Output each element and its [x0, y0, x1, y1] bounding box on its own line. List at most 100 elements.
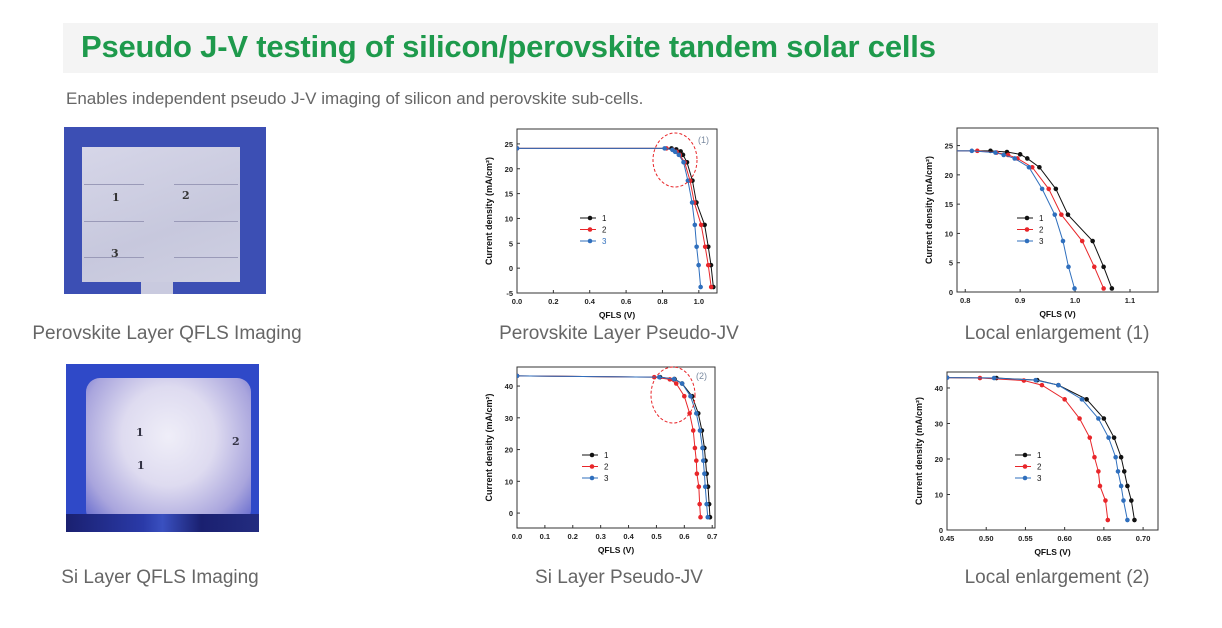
- data-point: [1062, 397, 1067, 402]
- legend-label: 1: [604, 451, 609, 460]
- data-point: [1001, 152, 1006, 158]
- legend-marker: [1022, 475, 1028, 481]
- series-line-3: [957, 150, 1076, 289]
- local-enlargement-1-chart: 0.8 0.9 1.0 1.1 0 5 10 15 20 25 QFLS (V) Current de…: [924, 127, 1159, 319]
- y-tick-label: 5: [509, 239, 513, 248]
- data-point: [1091, 264, 1097, 270]
- series-group: [517, 373, 713, 520]
- data-point: [656, 374, 662, 380]
- caption-local-enlargement-2: Local enlargement (2): [964, 567, 1150, 588]
- page-subtitle: Enables independent pseudo J-V imaging o…: [66, 89, 644, 108]
- data-point: [698, 222, 704, 228]
- x-tick-label: 0.8: [657, 297, 667, 306]
- data-point: [698, 284, 703, 290]
- caption-si-pseudo-jv: Si Layer Pseudo-JV: [535, 567, 703, 588]
- y-tick-label: 25: [505, 140, 513, 149]
- data-point: [1046, 186, 1052, 192]
- data-point: [969, 148, 975, 154]
- legend-marker: [587, 227, 593, 232]
- data-point: [705, 262, 711, 268]
- data-point: [685, 178, 691, 183]
- data-point: [694, 458, 699, 463]
- legend-label: 1: [1037, 451, 1042, 460]
- series-line-3: [947, 377, 1128, 521]
- data-point: [1113, 454, 1118, 460]
- y-tick-label: 15: [945, 200, 953, 209]
- perovskite-pseudo-jv-chart: 0.0 0.2 0.4 0.6 0.8 1.0 -5 0 5 10 15 20 25 QFLS (V) Cu…: [484, 128, 718, 320]
- data-point: [1121, 498, 1126, 503]
- data-point: [991, 375, 997, 381]
- series-line-1: [517, 375, 711, 518]
- data-point: [1084, 397, 1089, 402]
- data-point: [702, 222, 707, 228]
- x-tick-label: 0.8: [960, 296, 970, 305]
- data-point: [1060, 238, 1066, 244]
- data-point: [1039, 382, 1045, 388]
- x-tick-label: 0.50: [979, 534, 994, 543]
- data-point: [667, 377, 673, 382]
- data-point: [692, 222, 698, 228]
- x-tick-label: 1.1: [1125, 296, 1135, 305]
- x-axis-label: QFLS (V): [599, 310, 636, 320]
- y-tick-label: 0: [949, 288, 953, 297]
- caption-local-enlargement-1: Local enlargement (1): [964, 323, 1150, 344]
- data-point: [1106, 435, 1111, 440]
- y-tick-label: -5: [506, 289, 513, 298]
- legend-marker: [1024, 238, 1030, 244]
- legend-marker: [1022, 464, 1028, 469]
- data-point: [702, 244, 708, 250]
- data-point: [1118, 454, 1124, 460]
- data-point: [1121, 469, 1127, 474]
- data-point: [679, 381, 685, 386]
- data-point: [1096, 469, 1101, 474]
- data-point: [705, 514, 711, 520]
- x-tick-label: 1.0: [1070, 296, 1080, 305]
- x-tick-label: 0.2: [568, 532, 578, 541]
- y-tick-label: 0: [509, 509, 513, 518]
- data-point: [676, 152, 682, 158]
- x-tick-label: 0.7: [707, 532, 717, 541]
- data-point: [1029, 164, 1035, 170]
- series-group: [957, 148, 1115, 291]
- legend-marker: [1024, 215, 1030, 221]
- data-point: [672, 149, 678, 155]
- data-point: [694, 471, 700, 476]
- legend-label: 3: [604, 474, 609, 483]
- legend-label: 2: [1039, 226, 1044, 235]
- data-point: [673, 381, 679, 386]
- legend-marker: [1022, 452, 1028, 458]
- data-point: [1101, 416, 1107, 421]
- local-enlargement-2-chart: 0.45 0.50 0.55 0.60 0.65 0.70 0 10 20 30 40 QFLS (V…: [914, 371, 1159, 557]
- y-tick-label: 20: [945, 171, 953, 180]
- data-point: [1101, 286, 1106, 291]
- y-axis-label: Current density (mA/cm²): [484, 393, 494, 501]
- x-tick-label: 0.60: [1057, 534, 1072, 543]
- page-title: Pseudo J-V testing of silicon/perovskite…: [81, 29, 936, 64]
- y-tick-label: 40: [505, 382, 513, 391]
- x-tick-label: 0.4: [585, 297, 596, 306]
- data-point: [671, 376, 677, 382]
- x-tick-label: 0.0: [512, 297, 522, 306]
- y-tick-label: 30: [935, 419, 943, 428]
- series-line-2: [957, 150, 1105, 289]
- y-tick-label: 20: [505, 446, 513, 455]
- series-line-3: [517, 375, 709, 518]
- photo-label: 2: [182, 189, 190, 202]
- legend-label: 1: [602, 214, 607, 223]
- caption-si-qfls: Si Layer QFLS Imaging: [61, 567, 259, 588]
- data-point: [697, 428, 703, 433]
- data-point: [1105, 517, 1111, 523]
- legend-marker: [1024, 227, 1030, 232]
- x-tick-label: 0.1: [540, 532, 550, 541]
- data-point: [1115, 469, 1121, 474]
- data-point: [1118, 483, 1124, 489]
- data-point: [1125, 517, 1130, 523]
- x-tick-label: 0.2: [548, 297, 558, 306]
- annotation-label: (2): [696, 371, 707, 381]
- x-axis-label: QFLS (V): [1039, 309, 1076, 319]
- series-line-3: [517, 147, 702, 288]
- si-qfls-image: 1 1 2: [66, 364, 259, 532]
- data-point: [1101, 264, 1106, 270]
- data-point: [1037, 164, 1042, 170]
- data-point: [1033, 377, 1038, 383]
